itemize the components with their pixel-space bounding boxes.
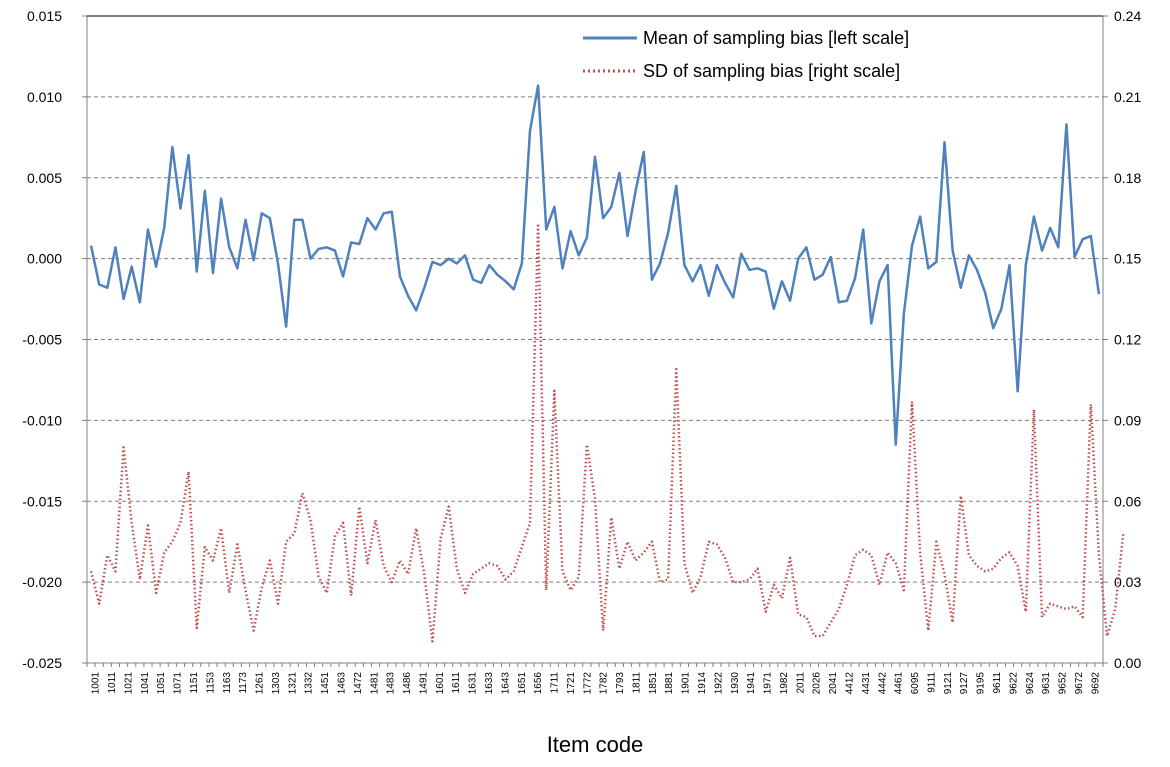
x-tick-label: 1711 bbox=[550, 672, 561, 694]
x-tick-label: 4431 bbox=[861, 672, 872, 695]
right-axis-tick-labels: 0.00 0.03 0.06 0.09 0.12 0.15 0.18 0.21 0.24 bbox=[1114, 8, 1141, 671]
x-tick-label: 1611 bbox=[451, 672, 462, 694]
x-tick-label: 1782 bbox=[599, 672, 610, 695]
x-tick-label: 1631 bbox=[468, 672, 479, 695]
x-axis-title: Item code bbox=[547, 732, 644, 757]
x-tick-label: 1483 bbox=[386, 672, 397, 695]
legend-label-mean: Mean of sampling bias [left scale] bbox=[643, 28, 909, 48]
legend-label-sd: SD of sampling bias [right scale] bbox=[643, 61, 900, 81]
x-tick-label: 4412 bbox=[845, 672, 856, 695]
left-tick-label: 0.015 bbox=[27, 8, 62, 24]
x-tick-label: 9672 bbox=[1074, 672, 1085, 695]
right-tick-label: 0.06 bbox=[1114, 493, 1141, 509]
x-tick-label: 6095 bbox=[910, 672, 921, 695]
x-tick-label: 1914 bbox=[697, 672, 708, 695]
left-tick-label: 0.000 bbox=[27, 251, 62, 267]
x-tick-label: 1051 bbox=[156, 672, 167, 695]
x-tick-label: 9121 bbox=[943, 672, 954, 695]
x-tick-label: 2026 bbox=[812, 672, 823, 695]
x-tick-label: 1811 bbox=[631, 672, 642, 694]
x-tick-label: 9611 bbox=[992, 672, 1003, 694]
right-tick-label: 0.24 bbox=[1114, 8, 1141, 24]
x-tick-label: 1941 bbox=[746, 672, 757, 695]
x-tick-label: 1633 bbox=[484, 672, 495, 695]
x-tick-label: 9631 bbox=[1041, 672, 1052, 695]
x-tick-label: 2041 bbox=[828, 672, 839, 695]
left-tick-label: -0.015 bbox=[22, 493, 62, 509]
x-tick-label: 1601 bbox=[435, 672, 446, 695]
x-tick-label: 1153 bbox=[205, 672, 216, 694]
x-axis-tick-labels: 1001 1011 1021 1041 1051 1071 1151 1153 1163 1173… bbox=[91, 672, 1102, 695]
x-tick-label: 1163 bbox=[222, 672, 233, 694]
x-tick-label: 1011 bbox=[107, 672, 118, 694]
left-axis-tick-labels: -0.025 -0.020 -0.015 -0.010 -0.005 0.000 0.005… bbox=[22, 8, 62, 671]
right-tick-label: 0.09 bbox=[1114, 412, 1141, 428]
x-tick-label: 1721 bbox=[566, 672, 577, 695]
x-tick-label: 1001 bbox=[91, 672, 102, 695]
x-tick-label: 1463 bbox=[337, 672, 348, 695]
left-tick-label: -0.020 bbox=[22, 574, 62, 590]
x-tick-label: 1071 bbox=[173, 672, 184, 695]
right-tick-label: 0.00 bbox=[1114, 655, 1141, 671]
x-tick-label: 1486 bbox=[402, 672, 413, 695]
axes bbox=[82, 15, 1108, 667]
x-tick-label: 1881 bbox=[664, 672, 675, 695]
x-tick-label: 1491 bbox=[418, 672, 429, 695]
x-tick-label: 1971 bbox=[763, 672, 774, 695]
x-tick-label: 9111 bbox=[926, 672, 937, 693]
x-tick-label: 1656 bbox=[533, 672, 544, 695]
right-tick-label: 0.21 bbox=[1114, 89, 1141, 105]
right-tick-label: 0.15 bbox=[1114, 251, 1141, 267]
x-tick-label: 1922 bbox=[713, 672, 724, 695]
x-tick-label: 9127 bbox=[959, 672, 970, 695]
x-tick-label: 1793 bbox=[615, 672, 626, 695]
x-tick-label: 9195 bbox=[976, 672, 987, 695]
x-tick-label: 9624 bbox=[1025, 672, 1036, 695]
left-tick-label: -0.010 bbox=[22, 412, 62, 428]
x-tick-label: 1982 bbox=[779, 672, 790, 695]
x-tick-label: 1151 bbox=[189, 672, 200, 694]
series-line-sd bbox=[89, 222, 1125, 643]
x-tick-label: 1021 bbox=[123, 672, 134, 695]
x-tick-label: 1303 bbox=[271, 672, 282, 695]
x-tick-label: 1901 bbox=[681, 672, 692, 695]
x-tick-label: 4461 bbox=[894, 672, 905, 695]
x-tick-label: 1332 bbox=[304, 672, 315, 695]
x-tick-label: 1643 bbox=[500, 672, 511, 695]
right-tick-label: 0.03 bbox=[1114, 574, 1141, 590]
x-tick-label: 1261 bbox=[255, 672, 266, 695]
right-tick-label: 0.18 bbox=[1114, 170, 1141, 186]
series-line-mean bbox=[89, 84, 1101, 446]
left-tick-label: -0.005 bbox=[22, 332, 62, 348]
left-tick-label: 0.010 bbox=[27, 89, 62, 105]
x-tick-label: 1173 bbox=[238, 672, 249, 694]
right-tick-label: 0.12 bbox=[1114, 332, 1141, 348]
x-tick-label: 1481 bbox=[369, 672, 380, 695]
x-tick-label: 1772 bbox=[582, 672, 593, 695]
x-tick-label: 1651 bbox=[517, 672, 528, 695]
left-tick-label: -0.025 bbox=[22, 655, 62, 671]
x-tick-label: 1451 bbox=[320, 672, 331, 695]
left-tick-label: 0.005 bbox=[27, 170, 62, 186]
x-tick-label: 9622 bbox=[1008, 672, 1019, 695]
x-tick-label: 4442 bbox=[877, 672, 888, 695]
series-layer bbox=[89, 84, 1125, 643]
x-tick-label: 2011 bbox=[795, 672, 806, 694]
x-tick-label: 1041 bbox=[140, 672, 151, 695]
x-tick-label: 1321 bbox=[287, 672, 298, 695]
x-tick-label: 9692 bbox=[1090, 672, 1101, 695]
x-tick-label: 1851 bbox=[648, 672, 659, 695]
x-tick-label: 1472 bbox=[353, 672, 364, 695]
x-tick-label: 9652 bbox=[1058, 672, 1069, 695]
legend: Mean of sampling bias [left scale] SD of… bbox=[583, 28, 909, 81]
x-tick-label: 1930 bbox=[730, 672, 741, 695]
